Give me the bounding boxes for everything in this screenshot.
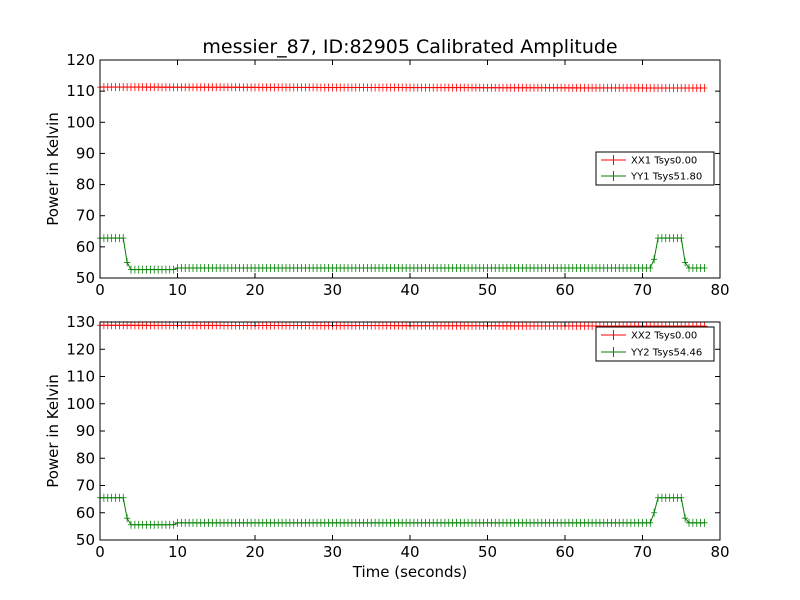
top-ytick-label-6: 110 <box>66 82 95 100</box>
bottom-xtick-label-7: 70 <box>633 543 652 561</box>
bottom-xtick-label-0: 0 <box>95 543 105 561</box>
top-chart-panel: 0 10 20 30 40 50 60 70 80 50 60 70 80 90 100 110 120 Pow… <box>44 51 730 299</box>
bottom-ytick-label-2: 70 <box>76 477 95 495</box>
bottom-x-axis-label: Time (seconds) <box>352 563 468 581</box>
bottom-ytick-label-1: 60 <box>76 504 95 522</box>
top-xtick-label-4: 40 <box>400 281 419 299</box>
bottom-legend-label-yy2: YY2 Tsys54.46 <box>630 348 702 359</box>
top-xtick-label-7: 70 <box>633 281 652 299</box>
bottom-ytick-label-6: 110 <box>66 368 95 386</box>
top-ticks-layer: 0 10 20 30 40 50 60 70 80 50 60 70 80 90 100 110 120 <box>66 51 729 299</box>
top-ytick-label-4: 90 <box>76 144 95 162</box>
bottom-ytick-label-7: 120 <box>66 340 95 358</box>
top-ytick-label-5: 100 <box>66 113 95 131</box>
bottom-ytick-label-5: 100 <box>66 395 95 413</box>
top-xtick-label-0: 0 <box>95 281 105 299</box>
top-series-1-point-7 <box>124 258 131 267</box>
top-legend-box <box>595 151 715 186</box>
bottom-series-1-point-6 <box>120 493 127 502</box>
top-xtick-label-6: 60 <box>555 281 574 299</box>
top-series-1-point-150 <box>678 234 685 243</box>
bottom-xtick-label-3: 30 <box>323 543 342 561</box>
bottom-series-1-point-156 <box>701 518 708 527</box>
top-series-1-point-151 <box>682 258 689 267</box>
top-series-1-point-143 <box>651 255 658 264</box>
top-series-1-point-6 <box>120 234 127 243</box>
top-xtick-label-8: 80 <box>710 281 729 299</box>
bottom-ytick-label-0: 50 <box>76 531 95 549</box>
chart-title: messier_87, ID:82905 Calibrated Amplitud… <box>202 36 617 58</box>
top-xtick-label-2: 20 <box>245 281 264 299</box>
bottom-legend: XX2 Tsys0.00 YY2 Tsys54.46 <box>595 326 715 362</box>
bottom-series-1-point-151 <box>682 514 689 523</box>
top-series-layer <box>97 83 708 274</box>
top-ytick-label-7: 120 <box>66 51 95 69</box>
top-series-1-point-156 <box>701 264 708 273</box>
top-legend-label-xx1: XX1 Tsys0.00 <box>631 156 697 167</box>
top-series-1-point-19 <box>170 265 177 274</box>
bottom-xtick-label-1: 10 <box>168 543 187 561</box>
bottom-ytick-label-3: 80 <box>76 449 95 467</box>
top-ytick-label-2: 70 <box>76 207 95 225</box>
bottom-chart-panel: 0 10 20 30 40 50 60 70 805060708090100110120130 … <box>44 313 730 581</box>
bottom-xtick-label-4: 40 <box>400 543 419 561</box>
bottom-xtick-label-8: 80 <box>710 543 729 561</box>
top-xtick-label-5: 50 <box>478 281 497 299</box>
bottom-series-1-point-142 <box>647 518 654 527</box>
bottom-legend-box <box>595 326 715 362</box>
top-legend-label-yy1: YY1 Tsys51.80 <box>630 172 702 183</box>
top-legend: XX1 Tsys0.00 YY1 Tsys51.80 <box>595 151 715 186</box>
bottom-xtick-label-5: 50 <box>478 543 497 561</box>
bottom-series-layer <box>97 321 708 529</box>
top-y-axis-label: Power in Kelvin <box>44 112 62 226</box>
top-xtick-label-3: 30 <box>323 281 342 299</box>
bottom-legend-label-xx2: XX2 Tsys0.00 <box>631 331 697 342</box>
bottom-series-1-point-143 <box>651 508 658 517</box>
bottom-ticks-layer: 0 10 20 30 40 50 60 70 80 50 60 70 80 90 100 110 120 130 <box>66 313 729 561</box>
top-ytick-label-1: 60 <box>76 238 95 256</box>
top-xtick-label-1: 10 <box>168 281 187 299</box>
bottom-xtick-label-6: 60 <box>555 543 574 561</box>
bottom-ytick-label-4: 90 <box>76 422 95 440</box>
bottom-y-axis-label: Power in Kelvin <box>44 374 62 488</box>
top-series-1-point-142 <box>647 264 654 273</box>
bottom-xtick-label-2: 20 <box>245 543 264 561</box>
bottom-series-1-point-19 <box>170 520 177 529</box>
top-series-0-point-156 <box>701 84 708 93</box>
bottom-series-1-point-7 <box>124 514 131 523</box>
top-ytick-label-3: 80 <box>76 176 95 194</box>
bottom-ytick-label-8: 130 <box>66 313 95 331</box>
top-ytick-label-0: 50 <box>76 269 95 287</box>
bottom-series-1-point-150 <box>678 493 685 502</box>
